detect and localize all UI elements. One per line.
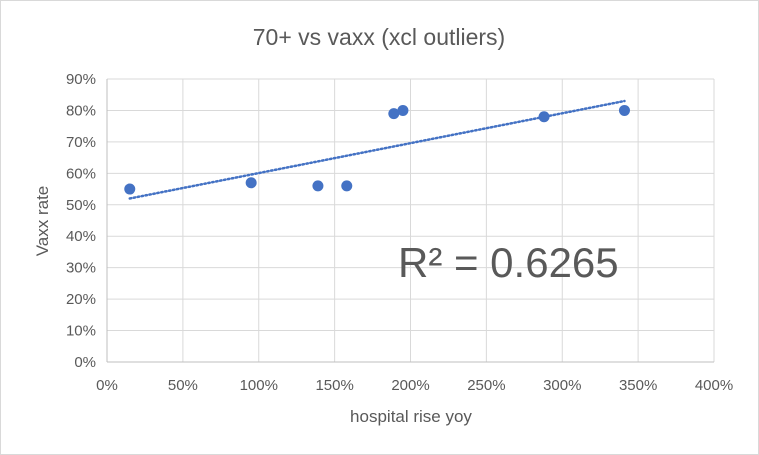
chart-title: 70+ vs vaxx (xcl outliers) xyxy=(253,24,505,50)
data-point xyxy=(388,108,400,120)
y-tick-label: 90% xyxy=(66,71,96,88)
x-tick-label: 400% xyxy=(695,377,733,394)
y-tick-label: 20% xyxy=(66,291,96,308)
data-point xyxy=(538,111,550,123)
y-tick-label: 80% xyxy=(66,102,96,119)
y-tick-labels: 0% 10% 20% 30% 40% 50% 60% 70% 80% 90% xyxy=(66,71,96,371)
trendline xyxy=(128,99,626,200)
y-tick-label: 0% xyxy=(74,354,96,371)
y-axis-title: Vaxx rate xyxy=(33,186,52,257)
x-tick-label: 50% xyxy=(168,377,198,394)
data-point xyxy=(124,183,136,195)
x-tick-label: 100% xyxy=(240,377,278,394)
r-squared-label: R² = 0.6265 xyxy=(398,239,619,286)
y-tick-label: 70% xyxy=(66,134,96,151)
x-tick-label: 350% xyxy=(619,377,657,394)
x-tick-label: 300% xyxy=(543,377,581,394)
x-tick-label: 200% xyxy=(391,377,429,394)
x-axis-title: hospital rise yoy xyxy=(350,407,472,426)
data-point xyxy=(341,180,353,192)
x-tick-label: 250% xyxy=(467,377,505,394)
y-tick-label: 60% xyxy=(66,165,96,182)
x-tick-label: 0% xyxy=(96,377,118,394)
data-point xyxy=(245,177,257,189)
y-tick-label: 40% xyxy=(66,228,96,245)
trendline-group xyxy=(128,99,626,200)
y-tick-label: 10% xyxy=(66,323,96,340)
data-points xyxy=(124,104,630,195)
x-tick-label: 150% xyxy=(315,377,353,394)
y-tick-label: 30% xyxy=(66,260,96,277)
y-tick-label: 50% xyxy=(66,197,96,214)
axes xyxy=(106,79,714,363)
data-point xyxy=(312,180,324,192)
x-tick-labels: 0% 50% 100% 150% 200% 250% 300% 350% 400% xyxy=(96,377,733,394)
gridlines xyxy=(107,78,715,362)
data-point xyxy=(397,104,409,116)
data-point xyxy=(618,104,630,116)
